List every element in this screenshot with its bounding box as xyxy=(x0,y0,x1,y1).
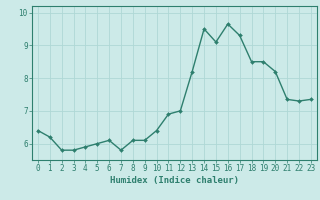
X-axis label: Humidex (Indice chaleur): Humidex (Indice chaleur) xyxy=(110,176,239,185)
